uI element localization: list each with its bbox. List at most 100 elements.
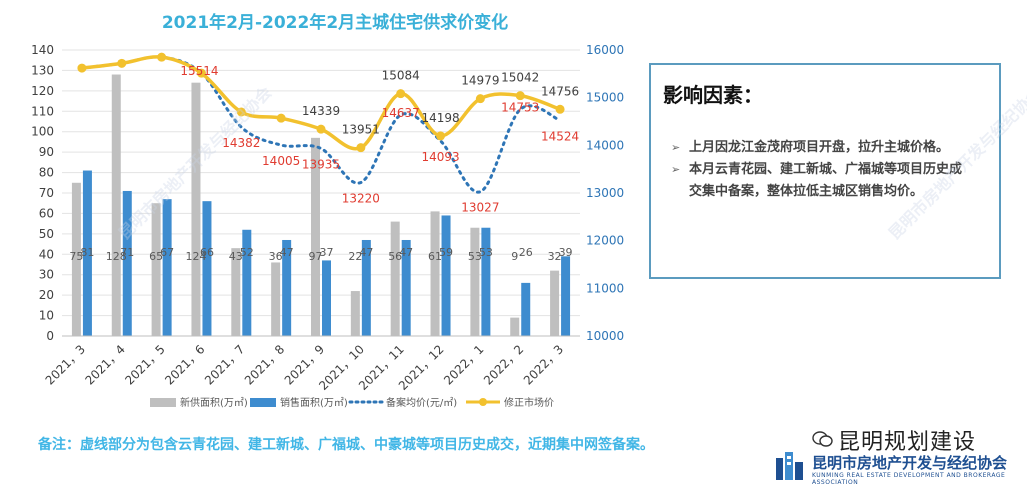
market-price-point xyxy=(236,107,246,117)
bar-sales-label: 53 xyxy=(479,246,493,259)
bar-sales xyxy=(82,170,92,336)
org-name: 昆明市房地产开发与经纪协会 xyxy=(812,454,1008,472)
market-price-label: 13951 xyxy=(342,123,380,137)
bar-sales xyxy=(441,215,451,336)
bar-supply xyxy=(550,270,560,336)
bar-sales-label: 39 xyxy=(559,246,573,259)
org-logo-icon xyxy=(776,452,803,480)
bars xyxy=(71,74,571,336)
wechat-icon xyxy=(812,431,833,447)
y-left-tick-label: 0 xyxy=(46,329,54,343)
line-record-price xyxy=(80,55,562,194)
bar-supply xyxy=(151,203,161,336)
market-price-label: 14339 xyxy=(302,104,340,118)
market-price-point xyxy=(117,58,127,68)
bar-sales-label: 66 xyxy=(200,246,214,259)
y-left-tick-label: 50 xyxy=(39,227,54,241)
market-price-label: 15042 xyxy=(501,71,539,85)
market-price-point xyxy=(276,113,286,123)
bar-sales xyxy=(322,260,331,336)
bar-supply xyxy=(390,221,400,336)
bar-sales xyxy=(242,229,252,336)
bar-sales-label: 71 xyxy=(120,246,134,259)
y-right-tick-label: 13000 xyxy=(586,186,624,200)
bar-supply-label: 56 xyxy=(388,250,402,263)
market-price-point xyxy=(196,68,206,78)
bar-sales xyxy=(122,190,132,336)
bar-sales xyxy=(162,199,172,336)
record-price-label: 13220 xyxy=(342,192,380,206)
legend-swatch-supply xyxy=(150,398,176,407)
y-right-tick-label: 11000 xyxy=(586,281,624,295)
bar-supply-label: 53 xyxy=(468,250,482,263)
bar-sales-label: 37 xyxy=(320,246,334,259)
record-price-label: 14637 xyxy=(382,106,420,120)
legend-marker-market xyxy=(479,398,487,406)
y-right-tick-label: 15000 xyxy=(586,91,624,105)
bar-sales-label: 26 xyxy=(519,246,533,259)
market-price-point xyxy=(555,104,565,114)
x-tick-label: 2022，2 xyxy=(481,342,526,387)
bar-supply xyxy=(470,227,480,336)
factor-item: ➢ 上月因龙江金茂府项目开盘，拉升主城价格。 xyxy=(671,137,971,159)
market-price-point xyxy=(515,91,525,101)
y-left-tick-label: 120 xyxy=(31,84,54,98)
factors-title: 影响因素： xyxy=(663,83,763,107)
record-price-label: 14382 xyxy=(222,136,260,150)
bar-sales xyxy=(561,256,571,336)
bar-sales xyxy=(401,239,411,336)
market-price-label: 14198 xyxy=(421,111,459,125)
y-right-tick-label: 12000 xyxy=(586,234,624,248)
bar-sales xyxy=(361,239,371,336)
y-left-tick-label: 110 xyxy=(31,104,54,118)
y-left-tick-label: 90 xyxy=(39,145,54,159)
x-tick-label: 2021，6 xyxy=(162,342,207,387)
bar-sales-label: 52 xyxy=(240,246,254,259)
lines xyxy=(77,52,565,194)
y-left-tick-label: 60 xyxy=(39,206,54,220)
legend-label-record: 备案均价(元/㎡) xyxy=(386,396,457,409)
record-price-label: 14753 xyxy=(501,100,539,114)
factor-text: 上月因龙江金茂府项目开盘，拉升主城价格。 xyxy=(689,140,950,155)
bar-supply-label: 75 xyxy=(69,250,83,263)
market-price-label: 15084 xyxy=(382,69,420,83)
y-left-tick-label: 10 xyxy=(39,309,54,323)
bar-supply xyxy=(71,182,81,336)
record-price-label: 13935 xyxy=(302,157,340,171)
y-right-tick-label: 10000 xyxy=(586,329,624,343)
market-price-point xyxy=(475,94,485,104)
bar-sales-label: 81 xyxy=(80,246,94,259)
market-price-point xyxy=(396,89,406,99)
factor-text: 本月云青花园、建工新城、广福城等项目历史成交集中备案，整体拉低主城区销售均价。 xyxy=(689,162,963,199)
record-price-label: 13027 xyxy=(461,201,499,215)
y-left-tick-label: 130 xyxy=(31,63,54,77)
bar-sales-label: 67 xyxy=(160,246,174,259)
record-price-label: 14524 xyxy=(541,129,579,143)
bar-supply-label: 22 xyxy=(348,250,362,263)
bar-supply-label: 43 xyxy=(229,250,243,263)
chart-title: 2021年2月-2022年2月主城住宅供求价变化 xyxy=(162,12,508,33)
wechat-account-name: 昆明规划建设 xyxy=(838,430,977,455)
bar-sales xyxy=(481,227,491,336)
x-tick-label: 2021，4 xyxy=(83,342,128,387)
market-price-point xyxy=(436,131,446,141)
y-left-tick-label: 80 xyxy=(39,166,54,180)
bar-supply xyxy=(111,74,121,336)
bar-supply xyxy=(191,82,201,336)
bar-sales-label: 47 xyxy=(399,246,413,259)
market-price-point xyxy=(157,52,167,62)
y-right-tick-label: 16000 xyxy=(586,43,624,57)
footnote: 备注：虚线部分为包含云青花园、建工新城、广福城、中豪城等项目历史成交，近期集中网… xyxy=(38,437,654,453)
x-tick-label: 2021，5 xyxy=(122,342,167,387)
bullet-arrow-icon: ➢ xyxy=(671,141,681,154)
bar-sales xyxy=(521,282,531,336)
bar-sales xyxy=(202,201,212,336)
legend-swatch-sales xyxy=(250,398,276,407)
bar-supply-label: 65 xyxy=(149,250,163,263)
market-price-point xyxy=(77,63,87,73)
bar-sales xyxy=(282,239,292,336)
legend: 新供面积(万㎡) 销售面积(万㎡) 备案均价(元/㎡) 修正市场价 xyxy=(150,396,554,409)
y-left-tick-label: 40 xyxy=(39,247,54,261)
market-price-label: 14979 xyxy=(461,74,499,88)
